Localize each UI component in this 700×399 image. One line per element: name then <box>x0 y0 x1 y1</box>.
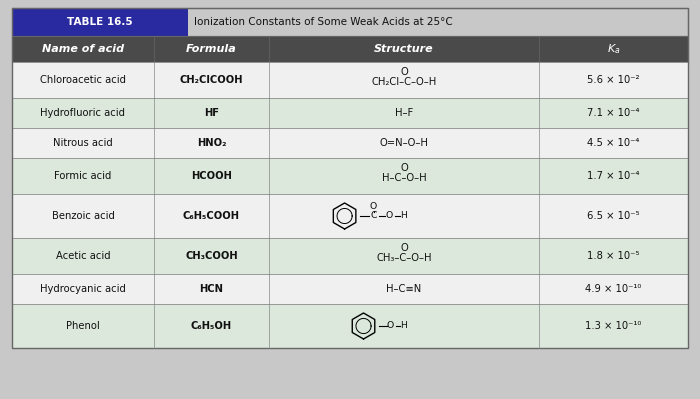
Text: CH₃–C–O–H: CH₃–C–O–H <box>377 253 432 263</box>
Text: 1.3 × 10⁻¹⁰: 1.3 × 10⁻¹⁰ <box>585 321 642 331</box>
Text: Ionization Constants of Some Weak Acids at 25°C: Ionization Constants of Some Weak Acids … <box>195 17 453 27</box>
Text: Nitrous acid: Nitrous acid <box>53 138 113 148</box>
Text: TABLE 16.5: TABLE 16.5 <box>67 17 133 27</box>
Text: Acetic acid: Acetic acid <box>56 251 111 261</box>
Text: Phenol: Phenol <box>66 321 100 331</box>
Text: C₆H₅OH: C₆H₅OH <box>191 321 232 331</box>
Text: 1.8 × 10⁻⁵: 1.8 × 10⁻⁵ <box>587 251 640 261</box>
Bar <box>12 128 688 158</box>
Text: Structure: Structure <box>374 44 434 54</box>
Text: C: C <box>370 211 377 221</box>
Bar <box>12 8 688 36</box>
Bar <box>12 8 688 348</box>
Text: $\mathit{K_a}$: $\mathit{K_a}$ <box>607 42 620 56</box>
Bar <box>12 274 688 304</box>
Text: HNO₂: HNO₂ <box>197 138 226 148</box>
Text: H: H <box>400 211 407 221</box>
Text: Chloroacetic acid: Chloroacetic acid <box>40 75 126 85</box>
Text: Formic acid: Formic acid <box>55 171 112 181</box>
Bar <box>12 62 688 98</box>
Text: 4.9 × 10⁻¹⁰: 4.9 × 10⁻¹⁰ <box>585 284 642 294</box>
Text: O: O <box>387 322 394 330</box>
Bar <box>12 194 688 238</box>
Text: Formula: Formula <box>186 44 237 54</box>
Text: 6.5 × 10⁻⁵: 6.5 × 10⁻⁵ <box>587 211 640 221</box>
Text: O=N–O–H: O=N–O–H <box>379 138 428 148</box>
Text: O: O <box>400 67 408 77</box>
Text: CH₂ClCOOH: CH₂ClCOOH <box>180 75 243 85</box>
Bar <box>12 158 688 194</box>
Text: 1.7 × 10⁻⁴: 1.7 × 10⁻⁴ <box>587 171 640 181</box>
Text: H–C≡N: H–C≡N <box>386 284 421 294</box>
Text: 5.6 × 10⁻²: 5.6 × 10⁻² <box>587 75 640 85</box>
Bar <box>12 304 688 348</box>
Text: H: H <box>400 322 407 330</box>
Bar <box>12 238 688 274</box>
Text: O: O <box>400 163 408 173</box>
Text: C₆H₅COOH: C₆H₅COOH <box>183 211 240 221</box>
Text: Hydrocyanic acid: Hydrocyanic acid <box>40 284 126 294</box>
Text: 4.5 × 10⁻⁴: 4.5 × 10⁻⁴ <box>587 138 640 148</box>
Text: O: O <box>400 243 408 253</box>
Text: CH₃COOH: CH₃COOH <box>185 251 238 261</box>
Text: Benzoic acid: Benzoic acid <box>52 211 114 221</box>
Text: HF: HF <box>204 108 219 118</box>
Text: 7.1 × 10⁻⁴: 7.1 × 10⁻⁴ <box>587 108 640 118</box>
Bar <box>12 8 188 36</box>
Text: CH₂Cl–C–O–H: CH₂Cl–C–O–H <box>372 77 437 87</box>
Text: O: O <box>386 211 393 221</box>
Bar <box>12 98 688 128</box>
Text: Name of acid: Name of acid <box>42 44 124 54</box>
Text: HCN: HCN <box>199 284 223 294</box>
Bar <box>12 36 688 62</box>
Text: H–C–O–H: H–C–O–H <box>382 173 426 183</box>
Text: O: O <box>370 202 377 211</box>
Text: Hydrofluoric acid: Hydrofluoric acid <box>41 108 125 118</box>
Text: HCOOH: HCOOH <box>191 171 232 181</box>
Text: H–F: H–F <box>395 108 413 118</box>
